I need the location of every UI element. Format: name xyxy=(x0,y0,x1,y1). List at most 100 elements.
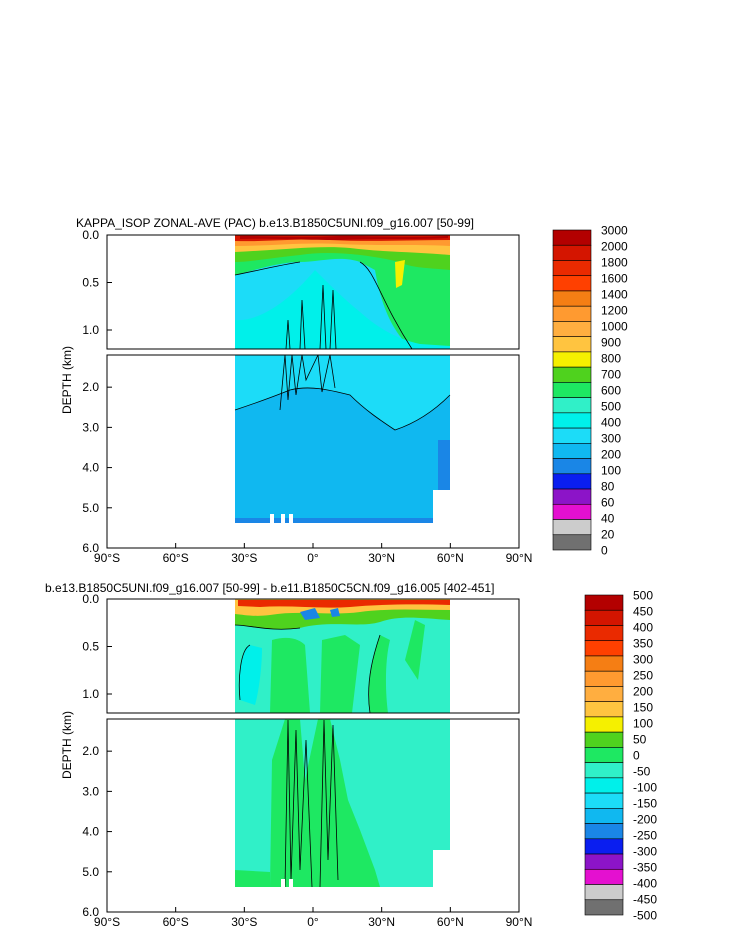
colorbar-swatch xyxy=(552,519,592,536)
colorbar-swatch xyxy=(584,808,624,824)
y-tick-label: 3.0 xyxy=(82,784,99,798)
field-hole-2-2 xyxy=(289,879,293,887)
y-tick-label: 6.0 xyxy=(82,541,99,555)
y-tick-label: 1.0 xyxy=(82,323,99,337)
colorbar-label: -200 xyxy=(633,813,657,827)
colorbar-label: 1400 xyxy=(601,288,628,302)
colorbar-swatch xyxy=(584,625,624,642)
field-hole-1 xyxy=(270,514,274,523)
x-tick-label: 90°S xyxy=(94,915,120,929)
field-red-2 xyxy=(238,600,450,608)
field-ltblue-lower xyxy=(235,355,450,430)
panel-2-axes: 90°S 60°S 30°S 0° 30°N 60°N 90°N 0.0 0.5 1.0 2.0 3.… xyxy=(82,592,532,929)
x-tick-label: 90°S xyxy=(94,551,120,565)
y-tick-label: 0.5 xyxy=(82,640,99,654)
colorbar-label: 1200 xyxy=(601,304,628,318)
panel-1-colorbar: 3000200018001600140012001000900800700600… xyxy=(552,224,628,558)
contour-spikes-upper xyxy=(285,284,337,349)
panel-1-title: KAPPA_ISOP ZONAL-AVE (PAC) b.e13.B1850C5… xyxy=(76,216,474,230)
y-tick-label: 1.0 xyxy=(82,687,99,701)
colorbar-label: 80 xyxy=(601,480,615,494)
colorbar-swatch xyxy=(552,473,592,490)
colorbar-swatch xyxy=(552,382,592,398)
field-mask xyxy=(433,490,450,523)
contour-upper-2 xyxy=(234,624,381,713)
colorbar-swatch xyxy=(584,594,624,611)
contour-lower xyxy=(234,387,451,431)
colorbar-swatch xyxy=(552,412,592,429)
panel-1: KAPPA_ISOP ZONAL-AVE (PAC) b.e13.B1850C5… xyxy=(60,216,628,565)
colorbar-swatch xyxy=(584,655,624,672)
colorbar-label: 1600 xyxy=(601,272,628,286)
colorbar-label: 150 xyxy=(633,701,653,715)
x-tick-label: 30°N xyxy=(368,551,395,565)
colorbar-label: 40 xyxy=(601,512,615,526)
colorbar-swatch xyxy=(552,260,592,277)
colorbar-label: -150 xyxy=(633,797,657,811)
y-tick-label: 4.0 xyxy=(82,461,99,475)
x-tick-label: 60°S xyxy=(163,915,189,929)
colorbar-swatch xyxy=(584,853,624,870)
y-tick-label: 0.0 xyxy=(82,592,99,606)
x-tick-label: 90°N xyxy=(506,915,533,929)
colorbar-swatch xyxy=(552,534,592,551)
colorbar-label: -250 xyxy=(633,829,657,843)
x-tick-label: 90°N xyxy=(506,551,533,565)
panel-2-title: b.e13.B1850C5UNI.f09_g16.007 [50-99] - b… xyxy=(45,581,494,595)
x-tick-label: 30°S xyxy=(231,551,257,565)
field-hole-2 xyxy=(281,514,285,523)
colorbar-label: 300 xyxy=(601,432,621,446)
colorbar-label: -400 xyxy=(633,877,657,891)
field-darkred xyxy=(240,236,448,240)
colorbar-swatch xyxy=(552,336,592,353)
colorbar-swatch xyxy=(584,716,624,733)
colorbar-label: -300 xyxy=(633,845,657,859)
field-cyan-2 xyxy=(239,645,262,705)
colorbar-swatch xyxy=(552,443,592,459)
field-green-2-corner xyxy=(235,870,270,887)
x-tick-label: 0° xyxy=(307,551,319,565)
y-tick-label: 6.0 xyxy=(82,905,99,919)
contour-upper xyxy=(234,261,413,349)
colorbar-label: 500 xyxy=(633,589,653,603)
x-tick-label: 60°N xyxy=(437,915,464,929)
colorbar-label: 500 xyxy=(601,400,621,414)
colorbar-label: 60 xyxy=(601,496,615,510)
colorbar-swatch xyxy=(584,670,624,687)
colorbar-label: 600 xyxy=(601,384,621,398)
y-tick-label: 3.0 xyxy=(82,420,99,434)
colorbar-label: -50 xyxy=(633,765,651,779)
x-tick-label: 30°N xyxy=(368,915,395,929)
y-tick-label: 0.0 xyxy=(82,228,99,242)
colorbar-label: 50 xyxy=(633,733,647,747)
field-bottom-band xyxy=(235,518,433,523)
colorbar-swatch xyxy=(552,488,592,505)
colorbar-swatch xyxy=(552,503,592,520)
colorbar-label: -450 xyxy=(633,893,657,907)
colorbar-label: 900 xyxy=(601,336,621,350)
colorbar-swatch xyxy=(584,731,624,748)
x-tick-label: 60°N xyxy=(437,551,464,565)
y-tick-label: 2.0 xyxy=(82,380,99,394)
colorbar-label: 0 xyxy=(633,749,640,763)
panel-1-axes: 90°S 60°S 30°S 0° 30°N 60°N 90°N 0.0 0.5 1.0 2.0 3.… xyxy=(82,228,532,565)
colorbar-swatch xyxy=(552,244,592,261)
panel-2: b.e13.B1850C5UNI.f09_g16.007 [50-99] - b… xyxy=(45,581,657,929)
colorbar-swatch xyxy=(584,701,624,718)
colorbar-swatch xyxy=(584,838,624,855)
colorbar-swatch xyxy=(552,351,592,368)
colorbar-swatch xyxy=(552,397,592,414)
colorbar-swatch xyxy=(584,899,624,916)
panel-2-upper-field xyxy=(234,599,450,713)
colorbar-label: 450 xyxy=(633,605,653,619)
colorbar-swatch xyxy=(552,321,592,337)
colorbar-swatch xyxy=(584,609,624,626)
field-green-2 xyxy=(270,635,360,713)
colorbar-swatch xyxy=(584,777,624,794)
x-tick-label: 30°S xyxy=(231,915,257,929)
colorbar-label: 3000 xyxy=(601,224,628,238)
contour-spikes-2 xyxy=(284,719,339,888)
colorbar-swatch xyxy=(584,823,624,840)
colorbar-swatch xyxy=(552,458,592,475)
